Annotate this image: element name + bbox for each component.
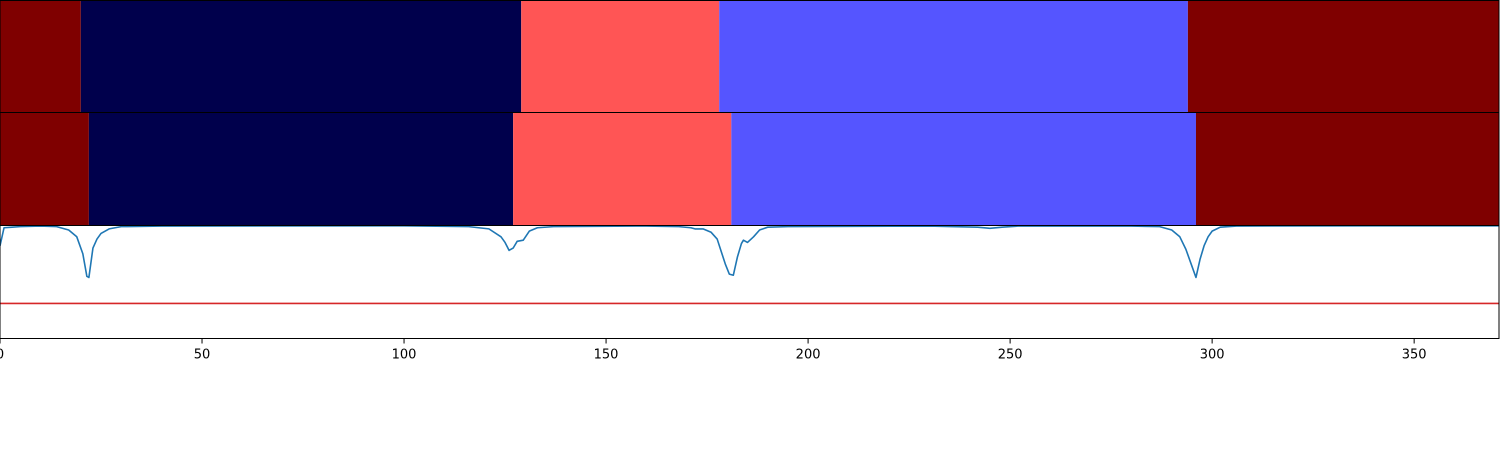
x-tick-label: 100 (392, 348, 417, 363)
heatmap-panel-top (0, 0, 1500, 113)
x-axis: 0 50 100 150 200 250 300 350 (0, 338, 1427, 363)
x-tick-label: 200 (796, 348, 821, 363)
x-tick-label: 350 (1402, 348, 1427, 363)
plot-background (0, 225, 1499, 339)
x-tick-label: 0 (0, 348, 4, 363)
x-tick-label: 150 (594, 348, 619, 363)
heatmap-segment-4 (731, 112, 1196, 226)
heatmap-segment-1 (0, 112, 89, 226)
x-tick-label: 50 (194, 348, 211, 363)
heatmap-segment-2 (88, 112, 514, 226)
heatmap-panel-middle (0, 112, 1500, 226)
line-plot-panel (0, 225, 1500, 339)
heatmap-segment-4 (719, 0, 1188, 113)
heatmap-segment-5 (1195, 112, 1499, 226)
heatmap-segment-3 (513, 112, 732, 226)
x-tick-label: 300 (1200, 348, 1225, 363)
x-tick-label: 250 (998, 348, 1023, 363)
heatmap-segment-3 (521, 0, 720, 113)
heatmap-segment-5 (1187, 0, 1499, 113)
heatmap-segment-2 (80, 0, 522, 113)
heatmap-segment-1 (0, 0, 81, 113)
panel-frame (0, 225, 1500, 339)
series-line-1 (0, 225, 1499, 279)
